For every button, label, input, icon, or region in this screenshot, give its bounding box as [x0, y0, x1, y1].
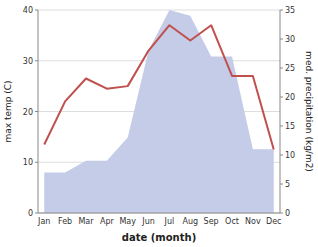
- y2-tick: [280, 39, 283, 40]
- axes: 0 10 20 30 40 0 5 10 15 20 25 30 35 Jan Feb Mar Apr May Ju…: [23, 6, 295, 226]
- y2-tick: [280, 184, 283, 185]
- y-tick-label: 10: [23, 158, 33, 167]
- chart: 0 10 20 30 40 0 5 10 15 20 25 30 35 Jan Feb Mar Apr May Ju…: [0, 0, 318, 247]
- y2-tick-label: 30: [285, 35, 295, 44]
- y2-axis-line: [280, 10, 281, 213]
- y-tick-label: 0: [28, 209, 33, 218]
- y-tick: [35, 111, 38, 112]
- x-tick-label: Dec: [266, 217, 281, 226]
- x-axis-label: date (month): [122, 232, 196, 243]
- y2-tick: [280, 68, 283, 69]
- x-tick-label: May: [119, 217, 136, 226]
- x-tick-label: Sep: [204, 217, 219, 226]
- x-tick-label: Nov: [245, 217, 261, 226]
- y2-tick-label: 35: [285, 6, 295, 15]
- y2-tick-label: 5: [285, 180, 290, 189]
- y2-tick-label: 15: [285, 122, 295, 131]
- x-tick-label: Jul: [164, 217, 175, 226]
- y-tick-label: 30: [23, 57, 33, 66]
- y2-tick: [280, 10, 283, 11]
- y2-tick-label: 0: [285, 209, 290, 218]
- grid: [38, 10, 280, 213]
- x-tick-label: Feb: [58, 217, 72, 226]
- x-tick-label: Mar: [78, 217, 94, 226]
- x-tick-label: Oct: [225, 217, 239, 226]
- y2-tick-label: 20: [285, 93, 295, 102]
- y2-tick: [280, 213, 283, 214]
- precipitation-area: [44, 10, 273, 213]
- grid-line: [38, 10, 280, 11]
- data: [44, 10, 273, 213]
- x-tick-label: Jan: [37, 217, 50, 226]
- y2-axis-label: med. precipitation (kg/m2): [304, 51, 314, 172]
- y-tick: [35, 10, 38, 11]
- x-tick-label: Aug: [182, 217, 198, 226]
- y-tick: [35, 162, 38, 163]
- x-axis-line: [38, 213, 280, 214]
- grid-line: [38, 213, 280, 214]
- y2-tick: [280, 155, 283, 156]
- y2-tick-label: 25: [285, 64, 295, 73]
- y2-tick: [280, 126, 283, 127]
- y-tick-label: 20: [23, 108, 33, 117]
- y2-tick-label: 10: [285, 151, 295, 160]
- y-axis-label: max temp (C): [3, 80, 13, 142]
- y-tick: [35, 213, 38, 214]
- y-tick-label: 40: [23, 6, 33, 15]
- y-tick: [35, 60, 38, 61]
- x-tick-label: Jun: [141, 217, 155, 226]
- x-tick-label: Apr: [100, 217, 115, 226]
- temperature-line: [44, 25, 273, 149]
- y2-tick: [280, 97, 283, 98]
